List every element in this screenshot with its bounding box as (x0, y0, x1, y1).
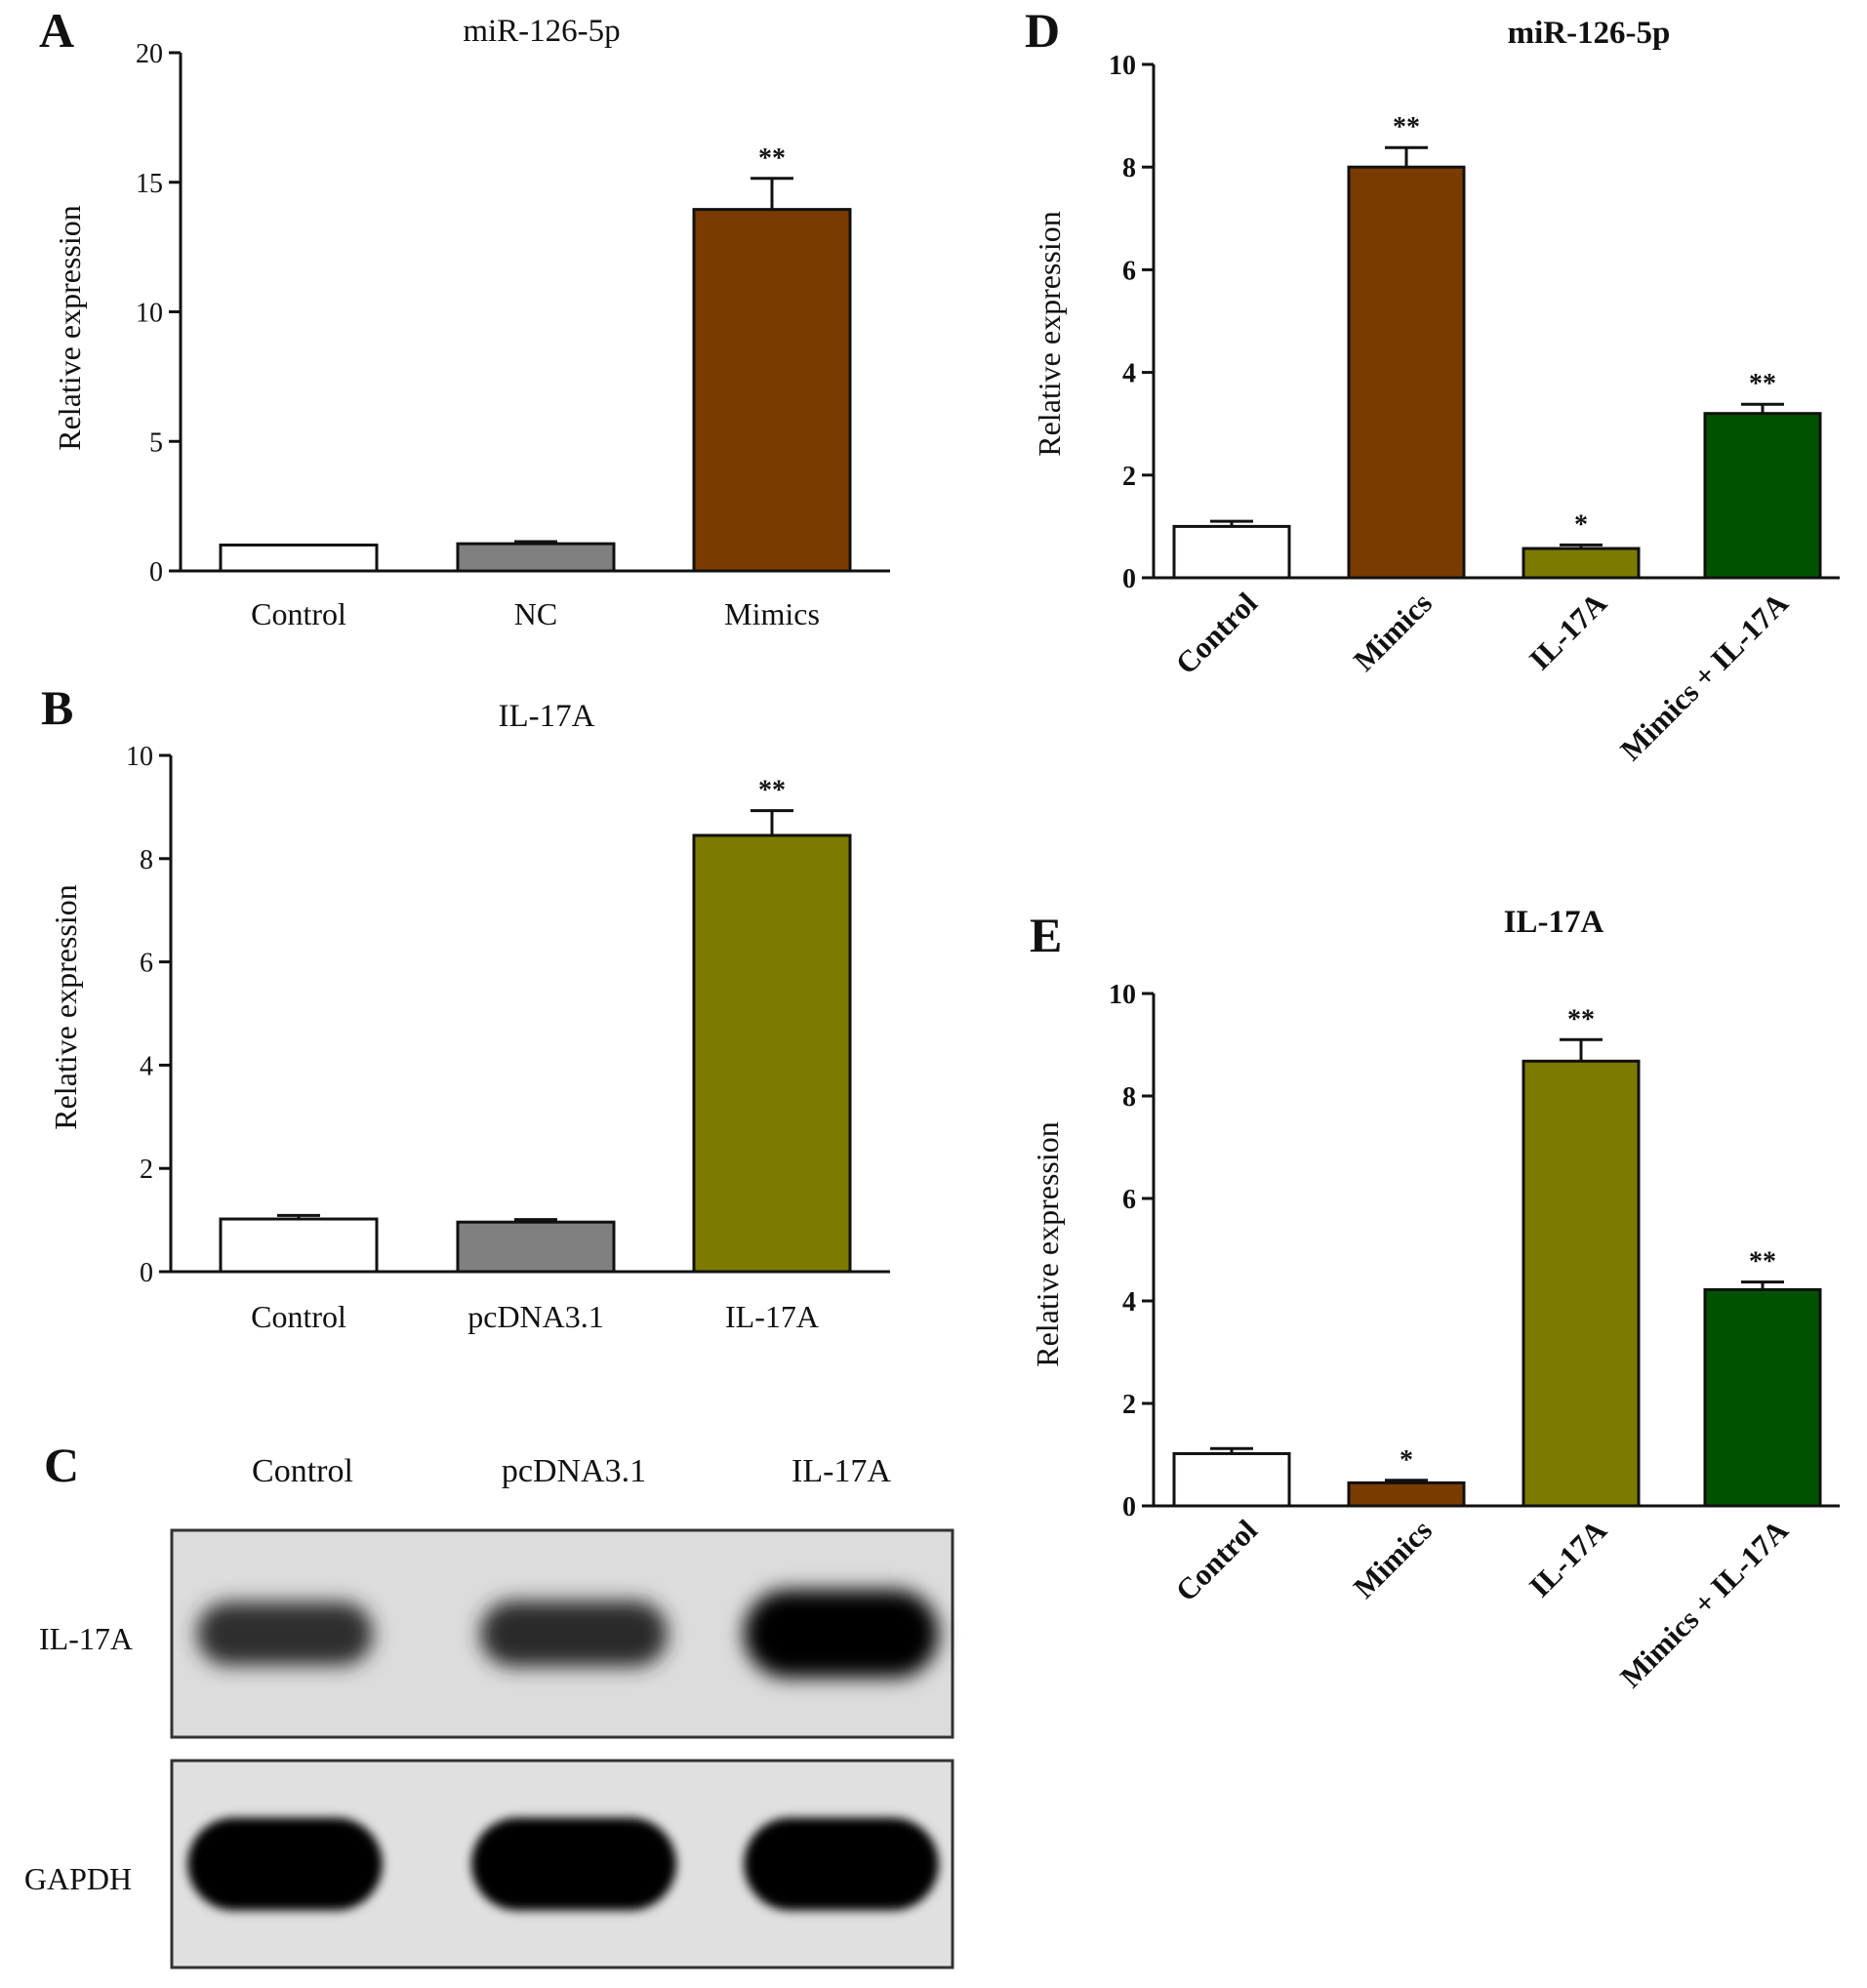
y-tick-label: 0 (1122, 1492, 1136, 1522)
significance-marker: * (1400, 1445, 1413, 1476)
bar (1703, 1287, 1822, 1508)
y-tick-label: 2 (1122, 462, 1136, 492)
x-tick-label: Control (1169, 1513, 1265, 1608)
y-tick-label: 8 (140, 845, 153, 875)
x-tick-label: Control (251, 596, 346, 631)
blot-band (471, 1817, 676, 1911)
bar (456, 1220, 616, 1274)
bar (1347, 165, 1466, 580)
y-axis-label: Relative expression (1030, 1121, 1065, 1366)
x-tick-label: Mimics (1347, 586, 1439, 677)
bar (1522, 1059, 1641, 1508)
panel-a-chart: A miR-126-5p Relative expression 0 5 10 15 2… (39, 3, 890, 631)
y-tick-label: 4 (1122, 1287, 1136, 1318)
x-tick-label: pcDNA3.1 (467, 1299, 604, 1334)
bar (1172, 1451, 1291, 1508)
blot-band (480, 1601, 668, 1667)
panel-label: B (41, 680, 73, 735)
bar (692, 208, 852, 573)
x-tick-label: Mimics (1347, 1513, 1439, 1604)
y-tick-label: 0 (140, 1258, 153, 1288)
y-tick-label: 10 (1109, 51, 1136, 81)
blot-lane-label: Control (252, 1453, 353, 1489)
panel-label: C (44, 1438, 79, 1492)
x-tick-label: IL-17A (725, 1299, 819, 1334)
y-axis-label: Relative expression (52, 205, 87, 450)
blot-band (744, 1590, 939, 1678)
x-tick-label: Control (251, 1299, 346, 1334)
significance-marker: ** (1567, 1004, 1595, 1035)
y-tick-label: 15 (136, 169, 163, 199)
y-tick-label: 2 (140, 1155, 153, 1185)
panel-label: A (39, 3, 74, 58)
bar (1703, 412, 1822, 580)
y-tick-label: 6 (1122, 1185, 1136, 1215)
y-tick-label: 5 (149, 427, 163, 458)
blot-row-label: IL-17A (39, 1621, 133, 1656)
blot-band (187, 1817, 383, 1911)
significance-marker: ** (758, 143, 786, 174)
y-tick-label: 4 (140, 1051, 153, 1081)
blot-lane-label: IL-17A (791, 1453, 891, 1489)
significance-marker: ** (1749, 1247, 1776, 1278)
panel-label: E (1030, 908, 1062, 962)
significance-marker: ** (758, 776, 786, 806)
chart-title: miR-126-5p (463, 14, 620, 49)
panel-b-chart: B IL-17A Relative expression 0 2 4 6 8 10 Cont… (41, 680, 890, 1334)
y-tick-label: 0 (149, 557, 163, 588)
y-tick-label: 6 (140, 949, 153, 979)
y-tick-label: 4 (1122, 359, 1136, 389)
y-tick-label: 2 (1122, 1390, 1136, 1420)
y-tick-label: 10 (126, 742, 153, 772)
bar (1522, 547, 1641, 580)
panel-e-chart: E IL-17A Relative expression 0 2 4 6 8 10 Cont… (1030, 905, 1840, 1694)
y-tick-label: 0 (1122, 564, 1136, 594)
chart-title: IL-17A (1504, 905, 1604, 940)
x-tick-label: NC (514, 596, 557, 631)
chart-title: IL-17A (499, 699, 595, 734)
x-tick-label: Mimics (724, 596, 820, 631)
blot-row-label: GAPDH (24, 1861, 132, 1896)
panel-c-western-blot: C Control pcDNA3.1 IL-17A IL-17A GAPDH (24, 1438, 954, 1969)
x-tick-label: IL-17A (1522, 1513, 1613, 1603)
bar (219, 543, 379, 573)
significance-marker: ** (1749, 369, 1776, 399)
bar (456, 542, 616, 573)
x-tick-label: Mimics + IL-17A (1613, 586, 1795, 767)
y-tick-label: 8 (1122, 1082, 1136, 1113)
bar (1172, 524, 1291, 580)
blot-band (196, 1602, 374, 1666)
y-tick-label: 10 (1109, 980, 1136, 1010)
blot-lane-label: pcDNA3.1 (502, 1453, 646, 1489)
significance-marker: ** (1393, 112, 1420, 142)
bar (1347, 1481, 1466, 1508)
y-axis-label: Relative expression (48, 884, 83, 1129)
chart-title: miR-126-5p (1508, 16, 1671, 51)
panel-label: D (1025, 3, 1060, 58)
blot-strips (170, 1528, 954, 1969)
panel-d-chart: D miR-126-5p Relative expression 0 2 4 6 8 10… (1025, 3, 1840, 767)
y-axis-label: Relative expression (1032, 211, 1067, 456)
x-tick-label: Control (1169, 586, 1265, 681)
blot-band (744, 1817, 939, 1911)
bar (692, 833, 852, 1274)
significance-marker: * (1574, 509, 1588, 540)
y-tick-label: 10 (136, 299, 163, 329)
bar (219, 1217, 379, 1274)
x-tick-label: Mimics + IL-17A (1613, 1513, 1795, 1694)
y-tick-label: 8 (1122, 153, 1136, 183)
y-tick-label: 20 (136, 39, 163, 69)
y-tick-label: 6 (1122, 256, 1136, 286)
x-tick-label: IL-17A (1522, 586, 1613, 676)
